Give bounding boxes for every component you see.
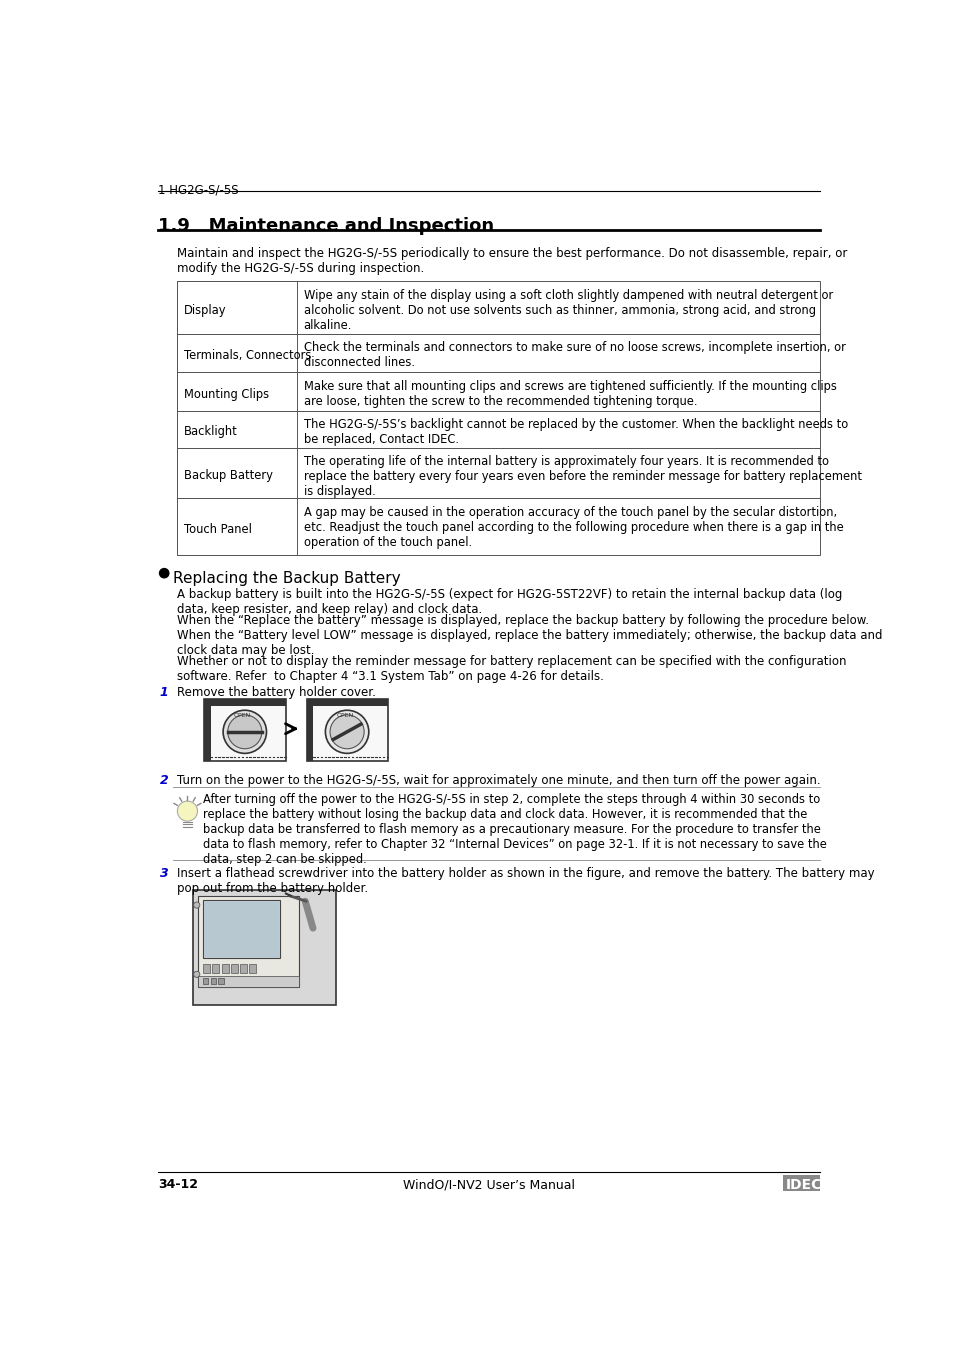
Bar	[307, 699, 313, 761]
Circle shape	[325, 710, 369, 753]
Bar	[249, 964, 256, 973]
Text: 1: 1	[159, 686, 168, 698]
Text: Check the terminals and connectors to make sure of no loose screws, incomplete i: Check the terminals and connectors to ma…	[303, 342, 844, 370]
Text: 1.9   Maintenance and Inspection: 1.9 Maintenance and Inspection	[158, 217, 494, 235]
Bar	[307, 699, 388, 706]
Bar	[231, 964, 237, 973]
Circle shape	[330, 716, 364, 749]
Bar	[203, 900, 280, 958]
Bar	[204, 699, 286, 761]
Bar	[212, 964, 219, 973]
Text: 2: 2	[159, 774, 168, 787]
Circle shape	[228, 716, 261, 749]
Text: 3: 3	[159, 867, 168, 880]
Text: Touch Panel: Touch Panel	[183, 524, 252, 536]
Bar	[177, 333, 819, 373]
Text: Backup Battery: Backup Battery	[183, 470, 273, 482]
Text: Maintain and inspect the HG2G-S/-5S periodically to ensure the best performance.: Maintain and inspect the HG2G-S/-5S peri…	[177, 247, 847, 274]
Text: Replacing the Backup Battery: Replacing the Backup Battery	[173, 571, 400, 586]
Text: Remove the battery holder cover.: Remove the battery holder cover.	[177, 686, 375, 698]
Bar	[177, 281, 819, 333]
Text: The operating life of the internal battery is approximately four years. It is re: The operating life of the internal batte…	[303, 455, 861, 498]
Bar	[204, 902, 278, 957]
Bar	[198, 896, 298, 987]
Text: Insert a flathead screwdriver into the battery holder as shown in the figure, an: Insert a flathead screwdriver into the b…	[177, 867, 874, 895]
Text: The HG2G-S/-5S’s backlight cannot be replaced by the customer. When the backligh: The HG2G-S/-5S’s backlight cannot be rep…	[303, 418, 847, 447]
Bar	[781, 1176, 819, 1191]
Bar	[203, 979, 208, 984]
Bar	[211, 979, 216, 984]
Bar	[177, 498, 297, 555]
Bar	[177, 448, 297, 498]
Bar	[177, 410, 297, 448]
Text: 1 HG2G-S/-5S: 1 HG2G-S/-5S	[158, 184, 238, 197]
Text: IDEC: IDEC	[785, 1179, 821, 1192]
Bar	[218, 979, 224, 984]
Circle shape	[159, 568, 169, 578]
Bar	[204, 699, 286, 706]
Text: When the “Battery level LOW” message is displayed, replace the battery immediate: When the “Battery level LOW” message is …	[177, 629, 882, 656]
Bar	[177, 498, 819, 555]
Bar	[177, 281, 297, 333]
Text: Backlight: Backlight	[183, 425, 237, 439]
Circle shape	[193, 971, 199, 977]
Text: 34-12: 34-12	[158, 1179, 198, 1192]
Bar	[203, 964, 210, 973]
Bar	[221, 964, 229, 973]
Text: Mounting Clips: Mounting Clips	[183, 387, 269, 401]
Text: Whether or not to display the reminder message for battery replacement can be sp: Whether or not to display the reminder m…	[177, 655, 846, 683]
Text: OPEN: OPEN	[335, 713, 354, 718]
Circle shape	[177, 801, 197, 821]
Circle shape	[193, 902, 199, 909]
Text: WindO/I-NV2 User’s Manual: WindO/I-NV2 User’s Manual	[402, 1179, 575, 1192]
Text: Turn on the power to the HG2G-S/-5S, wait for approximately one minute, and then: Turn on the power to the HG2G-S/-5S, wai…	[177, 774, 821, 787]
Bar	[198, 976, 298, 987]
Text: Wipe any stain of the display using a soft cloth slightly dampened with neutral : Wipe any stain of the display using a so…	[303, 289, 832, 332]
Bar	[177, 333, 297, 373]
Text: OPEN: OPEN	[233, 713, 251, 718]
Bar	[204, 699, 211, 761]
Bar	[307, 699, 388, 761]
Bar	[177, 410, 819, 448]
Circle shape	[223, 710, 266, 753]
Text: After turning off the power to the HG2G-S/-5S in step 2, complete the steps thro: After turning off the power to the HG2G-…	[203, 794, 826, 867]
Text: Display: Display	[183, 304, 226, 317]
Bar	[177, 373, 297, 410]
Bar	[177, 448, 819, 498]
Text: A backup battery is built into the HG2G-S/-5S (expect for HG2G-5ST22VF) to retai: A backup battery is built into the HG2G-…	[177, 587, 841, 616]
Bar	[193, 890, 335, 1006]
Text: A gap may be caused in the operation accuracy of the touch panel by the secular : A gap may be caused in the operation acc…	[303, 506, 842, 549]
Bar	[240, 964, 247, 973]
Text: Make sure that all mounting clips and screws are tightened sufficiently. If the : Make sure that all mounting clips and sc…	[303, 379, 836, 408]
Text: When the “Replace the battery” message is displayed, replace the backup battery : When the “Replace the battery” message i…	[177, 614, 868, 626]
Text: Terminals, Connectors: Terminals, Connectors	[183, 350, 311, 362]
Bar	[177, 373, 819, 410]
